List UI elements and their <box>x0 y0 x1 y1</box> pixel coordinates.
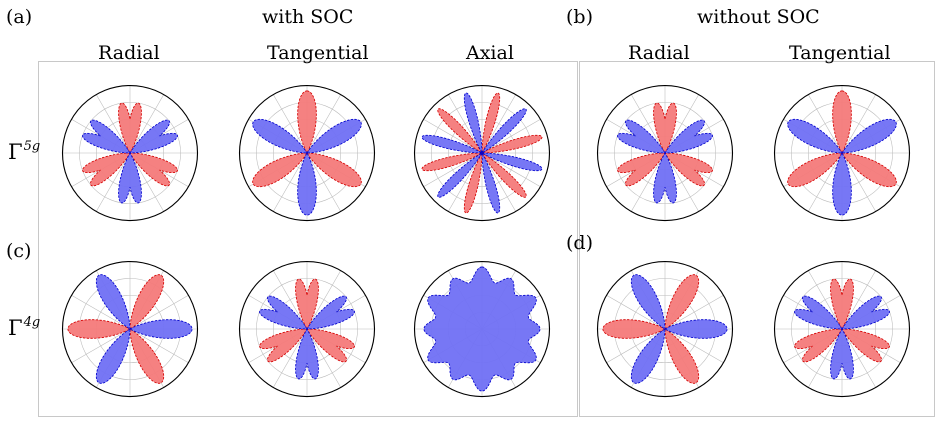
grid-spoke <box>423 152 483 187</box>
grid-spoke <box>808 328 843 388</box>
grid-spoke <box>448 152 483 212</box>
panel-label-a: (a) <box>6 6 33 28</box>
outer-circle <box>773 260 911 398</box>
blue-lobes <box>95 274 193 384</box>
grid-spoke <box>273 152 308 212</box>
polar-plot-r2-radial-b <box>590 254 740 404</box>
grid-spoke <box>664 152 699 212</box>
grid-spoke <box>664 328 724 363</box>
row-label-gamma-5g: Γ5g <box>8 139 41 164</box>
grid-spoke <box>306 328 341 388</box>
grid-spoke <box>664 94 699 154</box>
column-header-radial: Radial <box>98 42 160 64</box>
blue-lobes <box>630 274 728 384</box>
panel-label-d: (d) <box>566 232 593 254</box>
blue-lobes <box>794 295 890 380</box>
polar-plot-r1-tangential-b <box>767 78 917 228</box>
grid-spoke <box>841 270 876 330</box>
outer-circle <box>61 260 199 398</box>
grid-spoke <box>273 94 308 154</box>
grid-spoke <box>96 152 131 212</box>
polar-plot-r1-radial-b <box>590 78 740 228</box>
panel-frame-with-soc <box>38 61 578 417</box>
grid-spoke <box>71 328 131 363</box>
outer-circle <box>413 84 551 222</box>
grid-spoke <box>129 152 164 212</box>
column-header-radial-b: Radial <box>628 42 690 64</box>
outer-circle <box>238 84 376 222</box>
grid-spoke <box>129 94 164 154</box>
grid-spoke <box>71 295 131 330</box>
outer-circle <box>773 84 911 222</box>
panel-frame-without-soc <box>579 61 935 417</box>
grid-spoke <box>306 270 341 330</box>
grid-spoke <box>129 295 189 330</box>
grid-spoke <box>273 270 308 330</box>
grid-spoke <box>631 94 666 154</box>
blue-lobes <box>421 92 543 214</box>
panel-label-c: (c) <box>6 240 32 262</box>
column-header-tangential-b: Tangential <box>789 42 891 64</box>
polar-plot-r2-axial <box>407 254 557 404</box>
grid-spoke <box>306 152 341 212</box>
grid-spoke <box>273 328 308 388</box>
outer-circle <box>238 260 376 398</box>
blue-lobes <box>252 118 362 216</box>
outer-circle <box>596 260 734 398</box>
grid-spoke <box>448 94 483 154</box>
polar-plot-r1-radial <box>55 78 205 228</box>
grid-spoke <box>129 328 189 363</box>
grid-spoke <box>841 94 876 154</box>
red-lobes <box>67 274 165 384</box>
title-without-soc: without SOC <box>697 6 820 28</box>
outer-circle <box>61 84 199 222</box>
column-header-tangential: Tangential <box>267 42 369 64</box>
grid-spoke <box>841 152 876 212</box>
outer-circle <box>413 260 551 398</box>
panel-label-b: (b) <box>566 6 593 28</box>
polar-plot-r1-tangential <box>232 78 382 228</box>
blue-lobes <box>617 119 713 204</box>
row-label-gamma-4g: Γ4g <box>8 315 41 340</box>
polar-plot-r1-axial <box>407 78 557 228</box>
outer-circle <box>596 84 734 222</box>
title-with-soc: with SOC <box>262 6 354 28</box>
polar-plot-r2-radial <box>55 254 205 404</box>
grid-spoke <box>481 94 516 154</box>
grid-spoke <box>664 295 724 330</box>
blue-lobes <box>787 118 897 216</box>
blue-lobes <box>423 266 541 392</box>
red-lobes <box>602 274 700 384</box>
grid-spoke <box>606 328 666 363</box>
grid-spoke <box>423 119 483 154</box>
grid-spoke <box>481 119 541 154</box>
grid-spoke <box>808 152 843 212</box>
grid-spoke <box>808 270 843 330</box>
grid-spoke <box>808 94 843 154</box>
grid-spoke <box>481 152 541 187</box>
polar-plot-r2-tangential-b <box>767 254 917 404</box>
grid-spoke <box>606 295 666 330</box>
grid-spoke <box>841 328 876 388</box>
polar-plot-r2-tangential <box>232 254 382 404</box>
column-header-axial: Axial <box>466 42 514 64</box>
grid-spoke <box>631 152 666 212</box>
blue-lobes <box>259 295 355 380</box>
grid-spoke <box>481 152 516 212</box>
grid-spoke <box>96 94 131 154</box>
blue-lobes <box>82 119 178 204</box>
grid-spoke <box>306 94 341 154</box>
